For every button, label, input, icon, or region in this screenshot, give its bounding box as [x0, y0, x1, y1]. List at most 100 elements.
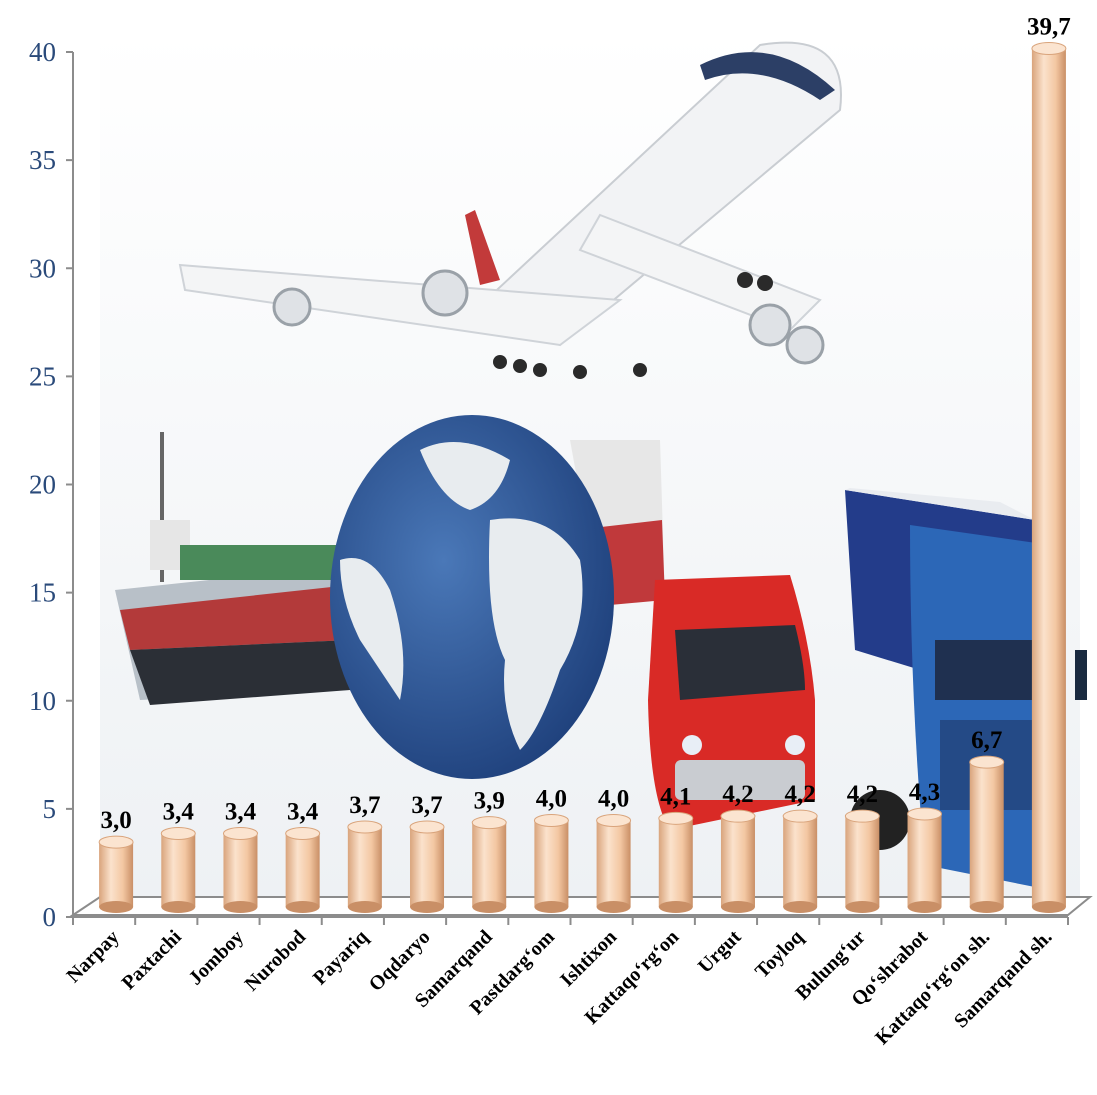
y-tick-label: 35 — [29, 145, 56, 175]
bar-top — [98, 835, 134, 849]
y-tick-label: 30 — [29, 253, 56, 283]
y-tick-label: 25 — [29, 361, 56, 391]
y-tick-label: 40 — [29, 37, 56, 67]
bar — [969, 755, 1005, 913]
bar — [782, 809, 818, 913]
data-label: 3,7 — [411, 792, 442, 819]
category-label: Payariq — [309, 926, 372, 989]
data-label: 3,4 — [287, 798, 319, 825]
category-labels: NarpayPaxtachiJomboyNurobodPayariqOqdary… — [62, 926, 1056, 1050]
data-label: 39,7 — [1027, 13, 1071, 40]
y-tick-label: 20 — [29, 470, 56, 500]
category-label: Urgut — [694, 926, 746, 978]
data-labels: 3,0 3,4 3,4 3,4 3,7 3,7 3,9 4,0 4,0 4,1 4,2 4,2 4,2 4… — [100, 13, 1070, 834]
y-tick-label: 10 — [29, 686, 56, 716]
bar-base — [720, 901, 755, 913]
bar-top — [844, 809, 880, 823]
bar-base — [845, 901, 880, 913]
bar-body — [969, 762, 1004, 907]
bar-body — [845, 816, 880, 907]
bar — [596, 814, 632, 913]
bar-top — [658, 811, 694, 825]
category-label: Jomboy — [185, 926, 248, 989]
y-tick-label: 15 — [29, 578, 56, 608]
globe-icon — [330, 415, 614, 779]
bar-top — [347, 820, 383, 834]
bar-base — [596, 901, 631, 913]
bar-body — [410, 826, 445, 907]
transport-background-image — [100, 30, 1087, 900]
bar-top — [409, 820, 445, 834]
category-label: Toyloq — [751, 926, 808, 983]
data-label: 3,4 — [163, 798, 195, 825]
bar-base — [969, 901, 1004, 913]
bar — [844, 809, 880, 913]
bar-base — [410, 901, 445, 913]
bar-top — [222, 826, 258, 840]
bar-top — [285, 826, 321, 840]
bar-body — [223, 833, 258, 907]
bar-base — [1031, 901, 1066, 913]
bar-top — [720, 809, 756, 823]
bar-base — [783, 901, 818, 913]
bar-body — [285, 833, 320, 907]
x-axis-tick-marks — [72, 917, 1069, 925]
data-label: 4,0 — [536, 786, 567, 813]
bar-base — [907, 901, 942, 913]
category-label: Paxtachi — [118, 926, 187, 995]
bar-body — [161, 833, 196, 907]
airplane-icon — [178, 41, 842, 379]
bar-top — [596, 814, 632, 827]
data-label: 4,1 — [660, 783, 691, 810]
y-axis-ticks: 0 5 10 15 20 25 30 35 40 — [29, 37, 73, 932]
bar — [720, 809, 756, 913]
bar-body — [472, 822, 507, 907]
bar-base — [99, 901, 134, 913]
bar-body — [907, 814, 942, 907]
bar — [471, 816, 507, 913]
bar-top — [969, 755, 1005, 769]
bar-top — [471, 816, 507, 830]
bar — [409, 820, 445, 913]
data-label: 4,2 — [785, 781, 816, 808]
y-tick-label: 0 — [43, 902, 57, 932]
bar-top — [1031, 41, 1067, 55]
bar-top — [160, 826, 196, 840]
bar-body — [658, 818, 693, 907]
bar-top — [907, 807, 943, 821]
bar-body — [347, 826, 382, 907]
data-label: 3,9 — [474, 788, 505, 815]
data-label: 3,7 — [349, 792, 380, 819]
bar-body — [99, 842, 134, 907]
bar-base — [285, 901, 320, 913]
data-label: 6,7 — [971, 727, 1002, 754]
data-label: 3,4 — [225, 798, 257, 825]
bar — [98, 835, 134, 913]
bar-series — [98, 41, 1067, 913]
bar-body — [783, 816, 818, 907]
data-label: 4,2 — [722, 781, 753, 808]
data-label: 3,0 — [100, 807, 131, 834]
bar — [533, 814, 569, 913]
bar-top — [533, 814, 569, 827]
bar-top — [782, 809, 818, 823]
chart-floor — [69, 896, 1093, 916]
category-label: Nurobod — [241, 926, 311, 996]
bar-body — [1031, 48, 1066, 908]
bar-base — [658, 901, 693, 913]
bar-base — [347, 901, 382, 913]
category-label: Kattaqo‘rg‘on sh. — [871, 926, 994, 1049]
van-icon — [648, 575, 815, 830]
category-label: Narpay — [62, 926, 123, 987]
y-tick-label: 5 — [43, 794, 57, 824]
bar — [347, 820, 383, 913]
bar — [1031, 41, 1067, 913]
data-label: 4,2 — [847, 781, 878, 808]
cargo-ship-icon — [115, 432, 665, 705]
bar-body — [534, 820, 569, 907]
bar-base — [161, 901, 196, 913]
bar — [658, 811, 694, 913]
bar-base — [223, 901, 258, 913]
data-label: 4,3 — [909, 779, 940, 806]
